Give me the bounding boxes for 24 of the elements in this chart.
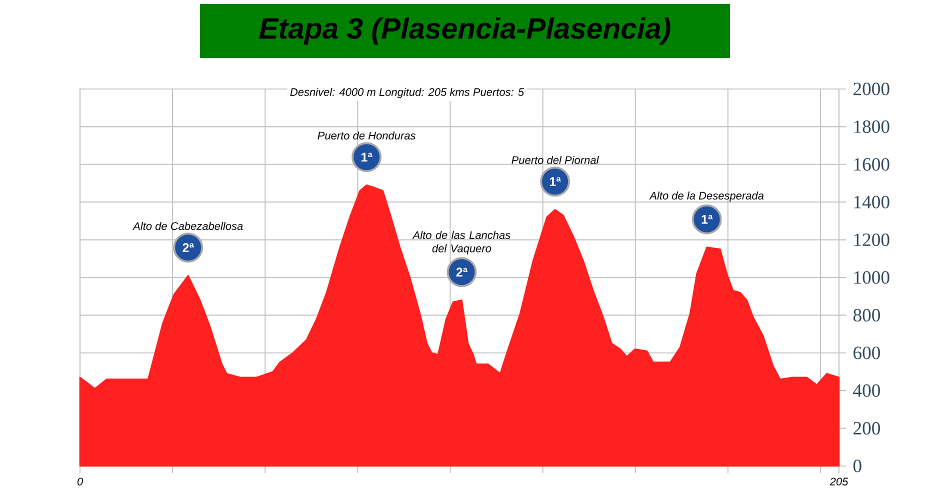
- annotation: 1ª: [550, 177, 561, 186]
- y-tick-label: 1000: [854, 271, 890, 284]
- annotation: Desnivel: 4000 m Longitud: 205 kms Puertos: 5: [290, 88, 524, 98]
- annotation: Alto de las Lanchas del Vaquero: [412, 230, 510, 254]
- x-tick-label: 205: [830, 478, 848, 486]
- annotation: Alto de Cabezabellosa: [132, 222, 243, 230]
- y-tick-label: 1600: [854, 158, 890, 171]
- y-tick-label: 800: [853, 308, 880, 322]
- annotation: 2ª: [456, 268, 468, 277]
- annotation: Puerto del Piornal: [512, 156, 599, 164]
- chart-title: Etapa 3 (Plasencia-Plasencia): [259, 17, 670, 45]
- y-tick-label: 0: [853, 460, 862, 472]
- y-tick-label: 400: [853, 384, 880, 397]
- y-tick-label: 200: [854, 422, 880, 435]
- y-tick-label: 1800: [854, 120, 890, 133]
- y-tick-label: 600: [854, 346, 880, 360]
- y-tick-label: 1400: [854, 196, 890, 208]
- annotation: 2ª: [182, 243, 194, 252]
- annotation: Puerto de Honduras: [318, 131, 416, 140]
- y-tick-label: 2000: [854, 82, 890, 96]
- annotation: 1ª: [702, 214, 713, 224]
- y-tick-label: 1200: [854, 233, 890, 246]
- annotation: 1ª: [362, 152, 372, 162]
- annotation: Alto de la Desesperada: [649, 191, 764, 202]
